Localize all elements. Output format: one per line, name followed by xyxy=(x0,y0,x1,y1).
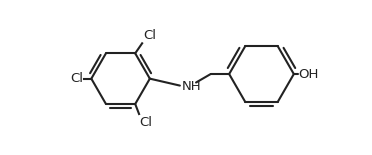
Text: NH: NH xyxy=(182,80,202,93)
Text: OH: OH xyxy=(298,68,319,81)
Text: Cl: Cl xyxy=(139,115,152,128)
Text: Cl: Cl xyxy=(70,72,83,85)
Text: Cl: Cl xyxy=(143,29,156,42)
